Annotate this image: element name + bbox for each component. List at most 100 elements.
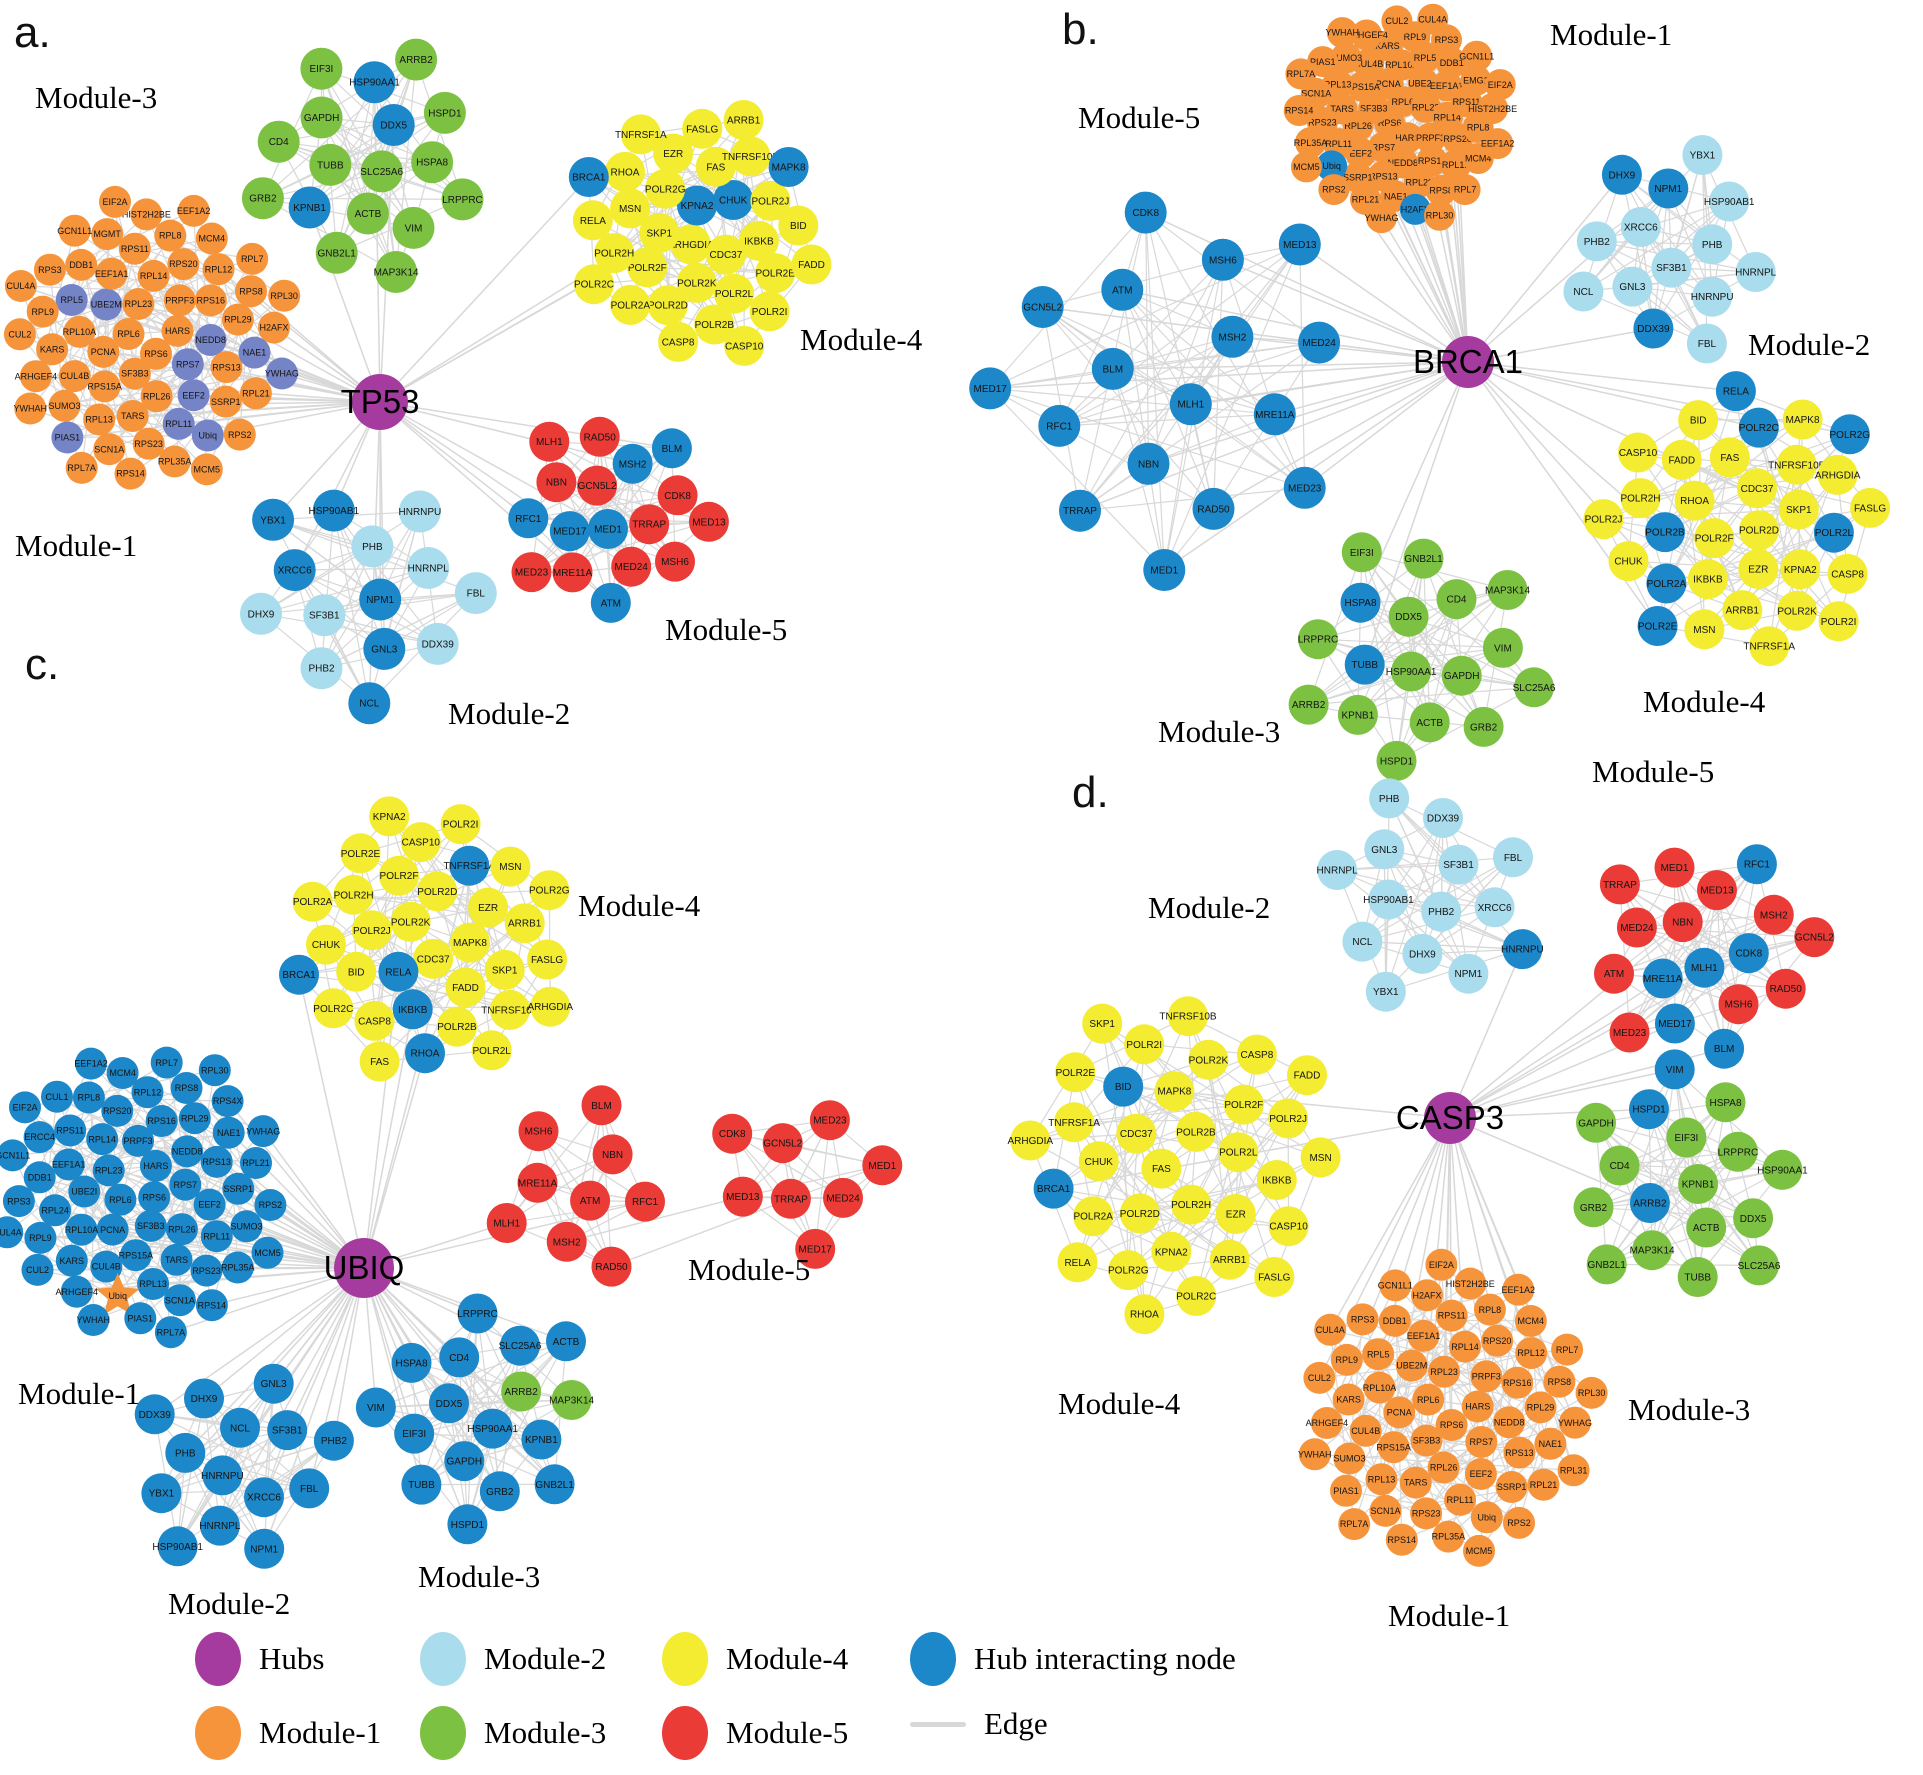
node-CDK8[interactable]: CDK8 — [1728, 933, 1769, 974]
node-GNL3[interactable]: GNL3 — [1612, 266, 1653, 307]
node-MED13[interactable]: MED13 — [688, 501, 729, 542]
node-SF3B1[interactable]: SF3B1 — [1651, 247, 1692, 288]
node-RPL29[interactable]: RPL29 — [178, 1102, 211, 1135]
node-RPS20[interactable]: RPS20 — [1481, 1324, 1514, 1357]
node-RPS14[interactable]: RPS14 — [1385, 1523, 1418, 1556]
node-RPL14[interactable]: RPL14 — [86, 1123, 119, 1156]
node-MSN[interactable]: MSN — [1300, 1137, 1341, 1178]
node-RPL8[interactable]: RPL8 — [154, 219, 187, 252]
node-SKP1[interactable]: SKP1 — [1778, 489, 1819, 530]
node-HSPD1[interactable]: HSPD1 — [1629, 1089, 1669, 1130]
node-RPL21[interactable]: RPL21 — [1527, 1468, 1560, 1501]
node-CUL2[interactable]: CUL2 — [21, 1253, 54, 1286]
node-MSH6[interactable]: MSH6 — [655, 541, 695, 582]
node-MCM4[interactable]: MCM4 — [1514, 1305, 1547, 1337]
node-POLR2L[interactable]: POLR2L — [471, 1030, 512, 1071]
node-DDX5[interactable]: DDX5 — [429, 1383, 469, 1424]
node-RPL9[interactable]: RPL9 — [26, 295, 59, 328]
node-MED23[interactable]: MED23 — [511, 552, 552, 593]
node-MAPK8[interactable]: MAPK8 — [1154, 1071, 1195, 1112]
node-XRCC6[interactable]: XRCC6 — [273, 549, 316, 592]
node-GRB2[interactable]: GRB2 — [479, 1471, 520, 1512]
node-POLR2D[interactable]: POLR2D — [648, 285, 688, 326]
node-FAS[interactable]: FAS — [695, 146, 736, 187]
node-NEDD8[interactable]: NEDD8 — [171, 1135, 204, 1168]
node-RPS8[interactable]: RPS8 — [170, 1072, 203, 1104]
node-YWHAH[interactable]: YWHAH — [1298, 1438, 1332, 1471]
node-CDK8[interactable]: CDK8 — [712, 1113, 753, 1154]
node-DDX39[interactable]: DDX39 — [1633, 308, 1674, 349]
node-RPL7A[interactable]: RPL7A — [1338, 1508, 1371, 1541]
node-DHX9[interactable]: DHX9 — [184, 1378, 224, 1419]
node-CDC37[interactable]: CDC37 — [1737, 468, 1777, 509]
node-CDC37[interactable]: CDC37 — [1116, 1113, 1157, 1154]
node-MSN[interactable]: MSN — [610, 188, 651, 229]
node-H2AFX[interactable]: H2AFX — [1411, 1279, 1443, 1312]
node-POLR2F[interactable]: POLR2F — [1694, 518, 1735, 559]
node-GCN5L2[interactable]: GCN5L2 — [762, 1123, 803, 1164]
node-TARS[interactable]: TARS — [116, 400, 149, 432]
node-MLH1[interactable]: MLH1 — [486, 1203, 527, 1243]
node-RPL23[interactable]: RPL23 — [92, 1154, 125, 1187]
node-HNRNPL[interactable]: HNRNPL — [1735, 252, 1777, 292]
node-RPL11[interactable]: RPL11 — [162, 407, 195, 440]
node-RHOA[interactable]: RHOA — [1674, 480, 1715, 521]
node-RPS16[interactable]: RPS16 — [194, 284, 227, 317]
node-MED23[interactable]: MED23 — [1283, 466, 1326, 509]
node-MSH2[interactable]: MSH2 — [1753, 894, 1794, 935]
node-MRE11A[interactable]: MRE11A — [1642, 958, 1683, 999]
node-MED24[interactable]: MED24 — [823, 1177, 863, 1218]
node-CD4[interactable]: CD4 — [257, 120, 300, 163]
node-POLR2E[interactable]: POLR2E — [340, 833, 381, 874]
node-MSH2[interactable]: MSH2 — [546, 1221, 587, 1262]
node-RPL6[interactable]: RPL6 — [104, 1183, 137, 1216]
node-RHOA[interactable]: RHOA — [1124, 1294, 1165, 1335]
node-RPS16[interactable]: RPS16 — [1501, 1366, 1534, 1399]
node-GCN5L2[interactable]: GCN5L2 — [577, 465, 618, 506]
node-POLR2B[interactable]: POLR2B — [1645, 512, 1685, 553]
node-RPS23[interactable]: RPS23 — [190, 1254, 223, 1287]
node-NPM1[interactable]: NPM1 — [1648, 168, 1689, 209]
node-FBL[interactable]: FBL — [454, 572, 497, 615]
node-YWHAH[interactable]: YWHAH — [14, 392, 48, 425]
node-PHB[interactable]: PHB — [1369, 778, 1410, 819]
node-LRPPRC[interactable]: LRPPRC — [1718, 1131, 1759, 1172]
node-RPL29[interactable]: RPL29 — [221, 303, 254, 336]
node-RPL11[interactable]: RPL11 — [200, 1220, 233, 1253]
node-CUL4B[interactable]: CUL4B — [1349, 1414, 1382, 1447]
node-MLH1[interactable]: MLH1 — [1684, 947, 1725, 988]
node-RPS20[interactable]: RPS20 — [167, 248, 200, 281]
node-MSH6[interactable]: MSH6 — [1718, 984, 1759, 1025]
node-SCN1A[interactable]: SCN1A — [93, 433, 126, 466]
node-NCL[interactable]: NCL — [1342, 921, 1383, 962]
node-HSPA8[interactable]: HSPA8 — [1705, 1082, 1746, 1123]
hub-UBIQ[interactable]: UBIQ — [324, 1238, 405, 1298]
node-RPS2[interactable]: RPS2 — [1318, 174, 1350, 206]
node-EIF3I[interactable]: EIF3I — [1666, 1117, 1707, 1158]
node-EIF3I[interactable]: EIF3I — [300, 47, 343, 90]
node-GNB2L1[interactable]: GNB2L1 — [534, 1464, 575, 1505]
node-HSP90AA1[interactable]: HSP90AA1 — [1757, 1149, 1808, 1190]
node-EIF2A[interactable]: EIF2A — [1484, 69, 1516, 101]
node-NEDD8[interactable]: NEDD8 — [1493, 1406, 1526, 1439]
node-CUL4A[interactable]: CUL4A — [1314, 1313, 1347, 1346]
node-POLR2G[interactable]: POLR2G — [529, 870, 570, 911]
node-DDX5[interactable]: DDX5 — [1733, 1198, 1774, 1239]
node-KARS[interactable]: KARS — [55, 1244, 88, 1277]
node-GAPDH[interactable]: GAPDH — [1441, 655, 1482, 696]
node-POLR2K[interactable]: POLR2K — [1777, 590, 1817, 631]
node-NPM1[interactable]: NPM1 — [359, 578, 402, 621]
node-CASP10[interactable]: CASP10 — [400, 822, 441, 863]
hub-BRCA1[interactable]: BRCA1 — [1413, 336, 1523, 388]
node-CUL4A[interactable]: CUL4A — [1417, 3, 1449, 35]
node-RPS2[interactable]: RPS2 — [223, 418, 256, 451]
node-CASP8[interactable]: CASP8 — [354, 1000, 395, 1041]
node-CHUK[interactable]: CHUK — [1078, 1141, 1119, 1182]
node-KPNA2[interactable]: KPNA2 — [1151, 1231, 1192, 1272]
node-DDX39[interactable]: DDX39 — [416, 622, 459, 665]
node-GNL3[interactable]: GNL3 — [1364, 829, 1405, 870]
node-PHB2[interactable]: PHB2 — [1421, 891, 1462, 932]
node-TRRAP[interactable]: TRRAP — [770, 1178, 811, 1219]
node-BRCA1[interactable]: BRCA1 — [279, 954, 319, 995]
node-MCM5[interactable]: MCM5 — [190, 453, 223, 486]
